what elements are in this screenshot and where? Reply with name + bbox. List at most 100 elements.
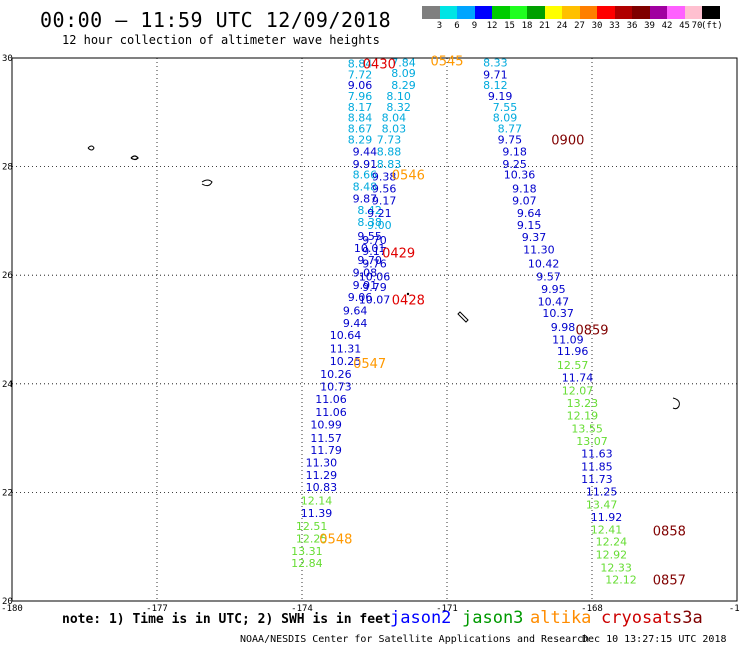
- y-tick-label: 20: [2, 597, 13, 607]
- wave-height-label: 9.37: [522, 231, 547, 244]
- wave-height-label: 7.84: [391, 56, 416, 69]
- wave-height-label: 9.18: [502, 145, 527, 158]
- wave-height-label: 7.73: [377, 133, 402, 146]
- generated-timestamp: Dec 10 13:27:15 UTC 2018: [582, 634, 727, 645]
- wave-height-label: 8.12: [483, 79, 508, 92]
- color-swatch: [562, 6, 580, 19]
- wave-height-label: 9.18: [512, 182, 537, 195]
- wave-height-label: 8.67: [348, 123, 373, 136]
- wave-height-label: 8.48: [353, 181, 378, 194]
- color-scale-label: 45: [679, 21, 690, 31]
- island-outline: [201, 179, 213, 187]
- wave-height-label: 12.07: [562, 384, 594, 397]
- plot-frame: [11, 57, 738, 602]
- color-scale-label: 12: [486, 21, 498, 31]
- color-swatch: [702, 6, 720, 19]
- y-tick-label: 30: [2, 54, 13, 64]
- color-swatch: [597, 6, 615, 19]
- legend-entry-s3a: s3a: [672, 608, 703, 628]
- island-outline: [87, 145, 95, 151]
- wave-height-label: 10.83: [306, 481, 338, 494]
- wave-height-label: 11.09: [552, 333, 584, 346]
- color-swatch: [474, 6, 492, 19]
- wave-height-label: 9.06: [348, 291, 373, 304]
- wave-height-label: 8.17: [348, 101, 373, 114]
- pass-time-label: 0857: [653, 573, 686, 588]
- color-scale-unit: (ft): [701, 21, 723, 31]
- wave-height-label: 9.70: [357, 254, 382, 267]
- color-swatch: [632, 6, 650, 19]
- wave-height-label: 12.41: [591, 523, 623, 536]
- wave-height-label: 8.03: [382, 123, 407, 136]
- wave-height-label: 8.77: [498, 123, 523, 136]
- wave-height-label: 9.79: [362, 281, 387, 294]
- wave-height-label: 8.04: [382, 112, 407, 125]
- wave-height-label: 9.06: [348, 79, 373, 92]
- pass-time-label: 0546: [392, 169, 425, 184]
- wave-height-label: 8.38: [357, 216, 382, 229]
- color-scale-label: 3: [436, 21, 443, 31]
- color-scale-label: 36: [626, 21, 638, 31]
- wave-height-label: 10.73: [320, 381, 352, 394]
- wave-height-label: 8.29: [348, 133, 373, 146]
- wave-height-label: 11.06: [315, 393, 347, 406]
- pass-time-label: 0430: [363, 57, 396, 72]
- wave-height-label: 9.44: [343, 317, 368, 330]
- wave-height-label: 11.25: [586, 485, 618, 498]
- wave-height-label: 11.31: [330, 343, 362, 356]
- wave-height-label: 12.25: [296, 533, 328, 546]
- wave-height-label: 11.29: [306, 469, 338, 482]
- chart-title: 00:00 – 11:59 UTC 12/09/2018: [40, 8, 392, 32]
- legend-entry-jason2: jason2: [390, 608, 452, 628]
- wave-height-label: 8.88: [377, 145, 402, 158]
- wave-height-label: 9.21: [367, 207, 392, 220]
- wave-height-label: 9.07: [512, 194, 537, 207]
- color-swatch: [527, 6, 545, 19]
- wave-height-label: 10.01: [354, 242, 386, 255]
- y-tick-label: 26: [2, 271, 13, 281]
- color-scale-label: 6: [454, 21, 460, 31]
- color-scale-label: 18: [521, 21, 533, 31]
- wave-height-label: 8.42: [357, 204, 382, 217]
- wave-height-label: 8.32: [386, 101, 411, 114]
- wave-height-label: 10.25: [330, 355, 362, 368]
- pass-time-label: 0428: [392, 294, 425, 309]
- wave-height-label: 13.31: [291, 545, 323, 558]
- wave-height-label: 9.64: [343, 304, 368, 317]
- color-swatch: [492, 6, 510, 19]
- wave-height-label: 7.55: [493, 101, 518, 114]
- wave-height-label: 12.51: [296, 520, 328, 533]
- color-swatch: [439, 6, 457, 19]
- wave-height-label: 9.91: [353, 279, 378, 292]
- pass-time-label: 0859: [575, 324, 608, 339]
- wave-height-label: 7.72: [348, 68, 373, 81]
- x-tick-label: -16: [729, 604, 740, 614]
- wave-height-label: 13.55: [571, 422, 603, 435]
- wave-height-label: 9.55: [357, 230, 382, 243]
- island-dot: [406, 292, 410, 296]
- legend-entry-jason3: jason3: [462, 608, 524, 628]
- wave-height-label: 9.75: [498, 133, 523, 146]
- y-tick-label: 28: [2, 163, 13, 173]
- island-outline: [130, 155, 139, 161]
- wave-height-label: 11.96: [557, 345, 589, 358]
- wave-height-label: 9.57: [536, 270, 561, 283]
- x-tick-label: -180: [1, 604, 23, 614]
- wave-height-label: 9.76: [362, 257, 387, 270]
- wave-height-label: 10.37: [542, 307, 574, 320]
- island-outline: [672, 397, 680, 410]
- wave-height-label: 9.08: [353, 266, 378, 279]
- wave-height-label: 12.12: [605, 573, 637, 586]
- color-swatch: [509, 6, 527, 19]
- y-tick-label: 22: [2, 488, 13, 498]
- wave-height-label: 9.95: [541, 283, 566, 296]
- color-scale-label: 30: [591, 21, 603, 31]
- wave-height-label: 9.91: [353, 158, 378, 171]
- wave-height-label: 8.09: [391, 67, 416, 80]
- wave-height-label: 11.85: [581, 460, 613, 473]
- wave-height-label: 10.06: [359, 270, 391, 283]
- color-scale-label: 24: [556, 21, 568, 31]
- wave-height-label: 11.79: [310, 444, 342, 457]
- wave-height-label: 12.57: [557, 359, 589, 372]
- wave-height-label: 9.15: [517, 219, 542, 232]
